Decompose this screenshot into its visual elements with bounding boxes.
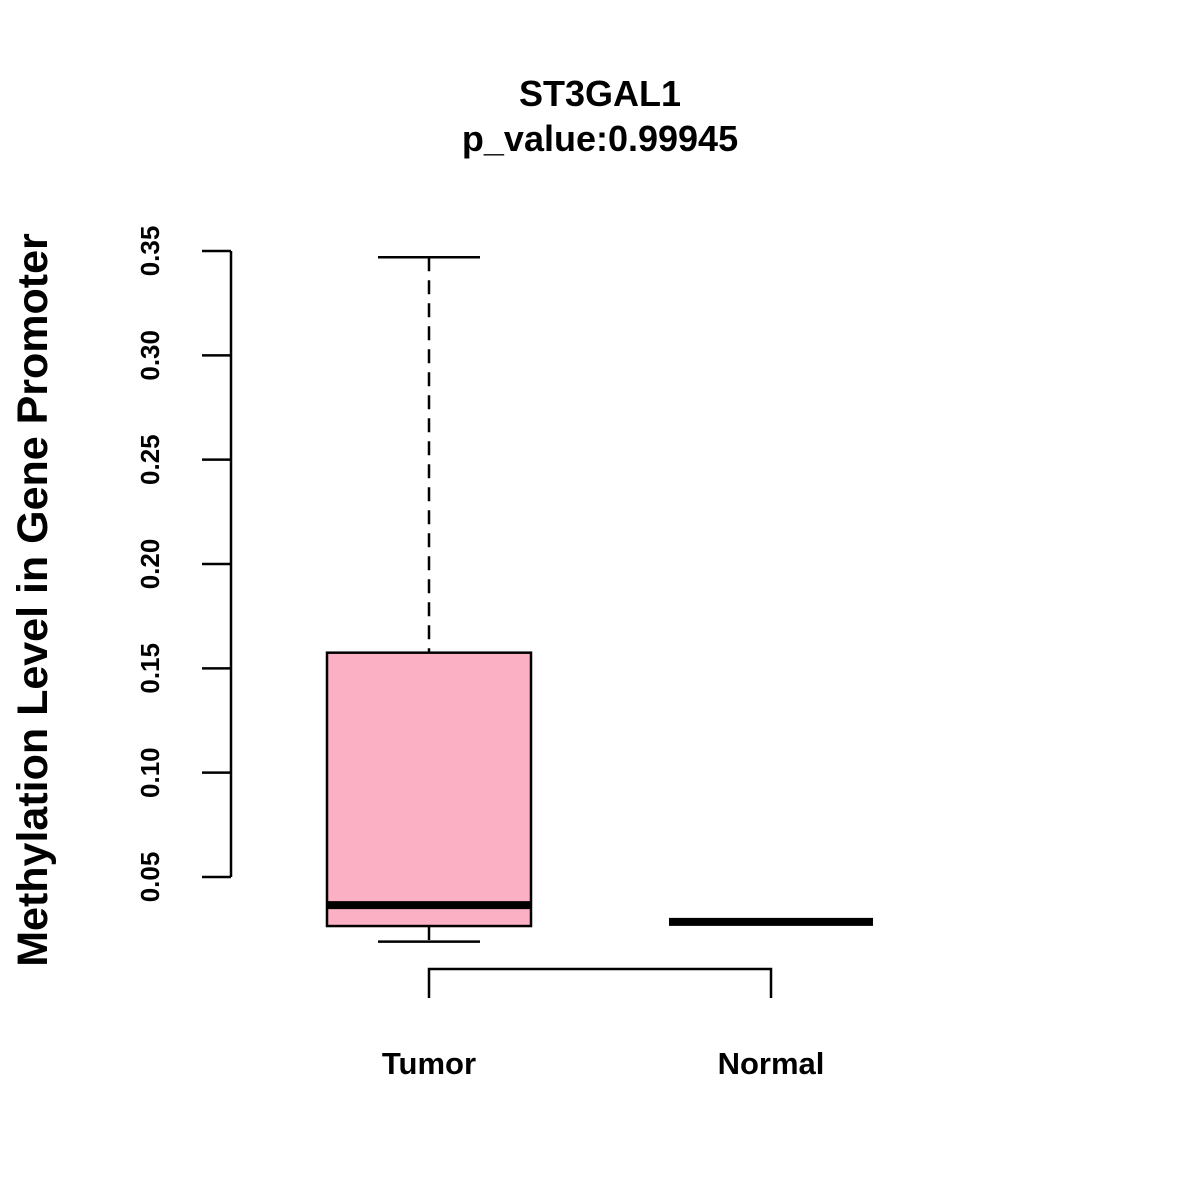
x-tick-labels: Tumor Normal xyxy=(382,1046,824,1081)
y-tick-label: 0.30 xyxy=(135,330,165,381)
chart-title: ST3GAL1 xyxy=(519,73,681,114)
y-axis: 0.05 0.10 0.15 0.20 0.25 0.30 0.35 xyxy=(135,226,233,903)
y-tick-label: 0.05 xyxy=(135,852,165,903)
box-group xyxy=(325,256,873,943)
y-tick-label: 0.15 xyxy=(135,643,165,694)
box-tumor xyxy=(325,256,533,943)
y-tick-label: 0.10 xyxy=(135,747,165,798)
chart-subtitle: p_value:0.99945 xyxy=(462,118,738,159)
y-tick-label: 0.35 xyxy=(135,226,165,277)
x-tick-label-tumor: Tumor xyxy=(382,1046,476,1081)
comparison-bracket xyxy=(427,967,773,998)
box-rect xyxy=(325,651,533,928)
bracket-line xyxy=(427,967,773,998)
y-tick-label: 0.25 xyxy=(135,434,165,485)
x-tick-label-normal: Normal xyxy=(718,1046,825,1081)
y-tick-label: 0.20 xyxy=(135,539,165,590)
y-axis-label: Methylation Level in Gene Promoter xyxy=(9,233,57,967)
